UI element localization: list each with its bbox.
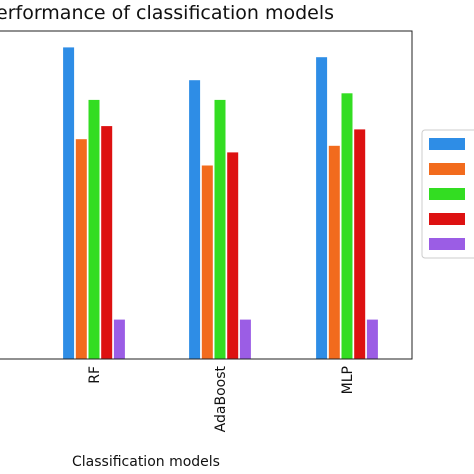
chart-title: erformance of classification models: [0, 2, 335, 24]
legend-swatch-5: [429, 238, 465, 250]
legend-swatch-1: [429, 138, 465, 150]
bar-mlp-series-2: [328, 145, 340, 359]
bar-mlp-series-5: [366, 319, 378, 359]
x-axis-label: Classification models: [72, 454, 220, 470]
x-tick-label-mlp: MLP: [340, 366, 356, 394]
bar-mlp-series-4: [354, 129, 366, 359]
bar-mlp-series-3: [341, 93, 353, 360]
x-tick-label-adaboost: AdaBoost: [213, 366, 229, 433]
bars-group: [63, 47, 378, 360]
bar-adaboost-series-3: [214, 99, 226, 360]
plot-frame: [0, 30, 413, 360]
bar-mlp-series-1: [316, 57, 328, 359]
legend-swatch-2: [429, 163, 465, 175]
bar-rf-series-1: [63, 47, 75, 360]
x-tick-label-rf: RF: [87, 366, 103, 384]
bar-adaboost-series-1: [189, 80, 201, 359]
bar-rf-series-2: [75, 139, 87, 359]
bar-adaboost-series-2: [201, 165, 213, 359]
legend-swatch-3: [429, 188, 465, 200]
bar-adaboost-series-5: [239, 319, 251, 359]
legend-swatch-4: [429, 213, 465, 225]
bar-rf-series-4: [101, 126, 113, 359]
bar-adaboost-series-4: [227, 152, 239, 359]
bar-rf-series-5: [113, 319, 125, 359]
bar-rf-series-3: [88, 99, 100, 360]
legend: [421, 129, 474, 259]
x-tick-labels: RF AdaBoost MLP: [87, 366, 356, 433]
